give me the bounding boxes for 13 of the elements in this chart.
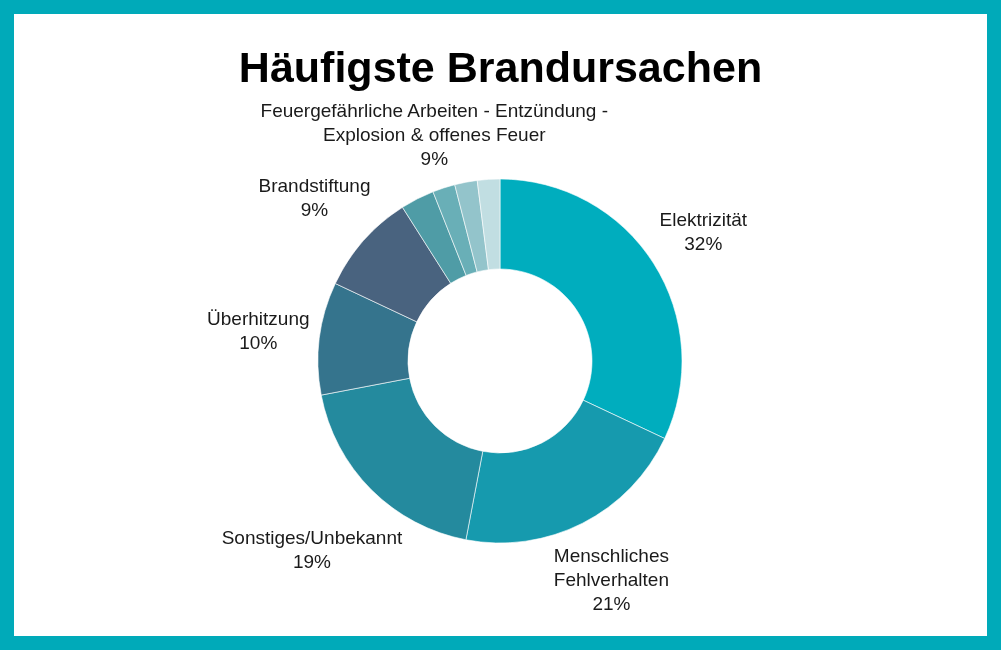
slice-label: Brandstiftung bbox=[258, 174, 371, 196]
slice-label: Sonstiges/Unbekannt bbox=[221, 526, 403, 548]
data-label: 32% bbox=[684, 233, 723, 255]
text: 9% bbox=[420, 148, 449, 170]
slice-label: Elektrizität bbox=[659, 209, 748, 231]
data-label: 19% bbox=[292, 550, 332, 572]
slice-label: Überhitzung bbox=[207, 307, 310, 329]
data-label: 9% bbox=[300, 198, 329, 220]
chart-title: Häufigste Brandursachen bbox=[238, 42, 763, 91]
data-label: 21% bbox=[592, 593, 631, 615]
text: Feuergefährliche Arbeiten - Entzündung - Explosion & offenes Feuer bbox=[260, 100, 609, 146]
slice-label: Menschliches Fehlverhalten bbox=[553, 545, 669, 591]
data-label: 10% bbox=[239, 331, 278, 353]
